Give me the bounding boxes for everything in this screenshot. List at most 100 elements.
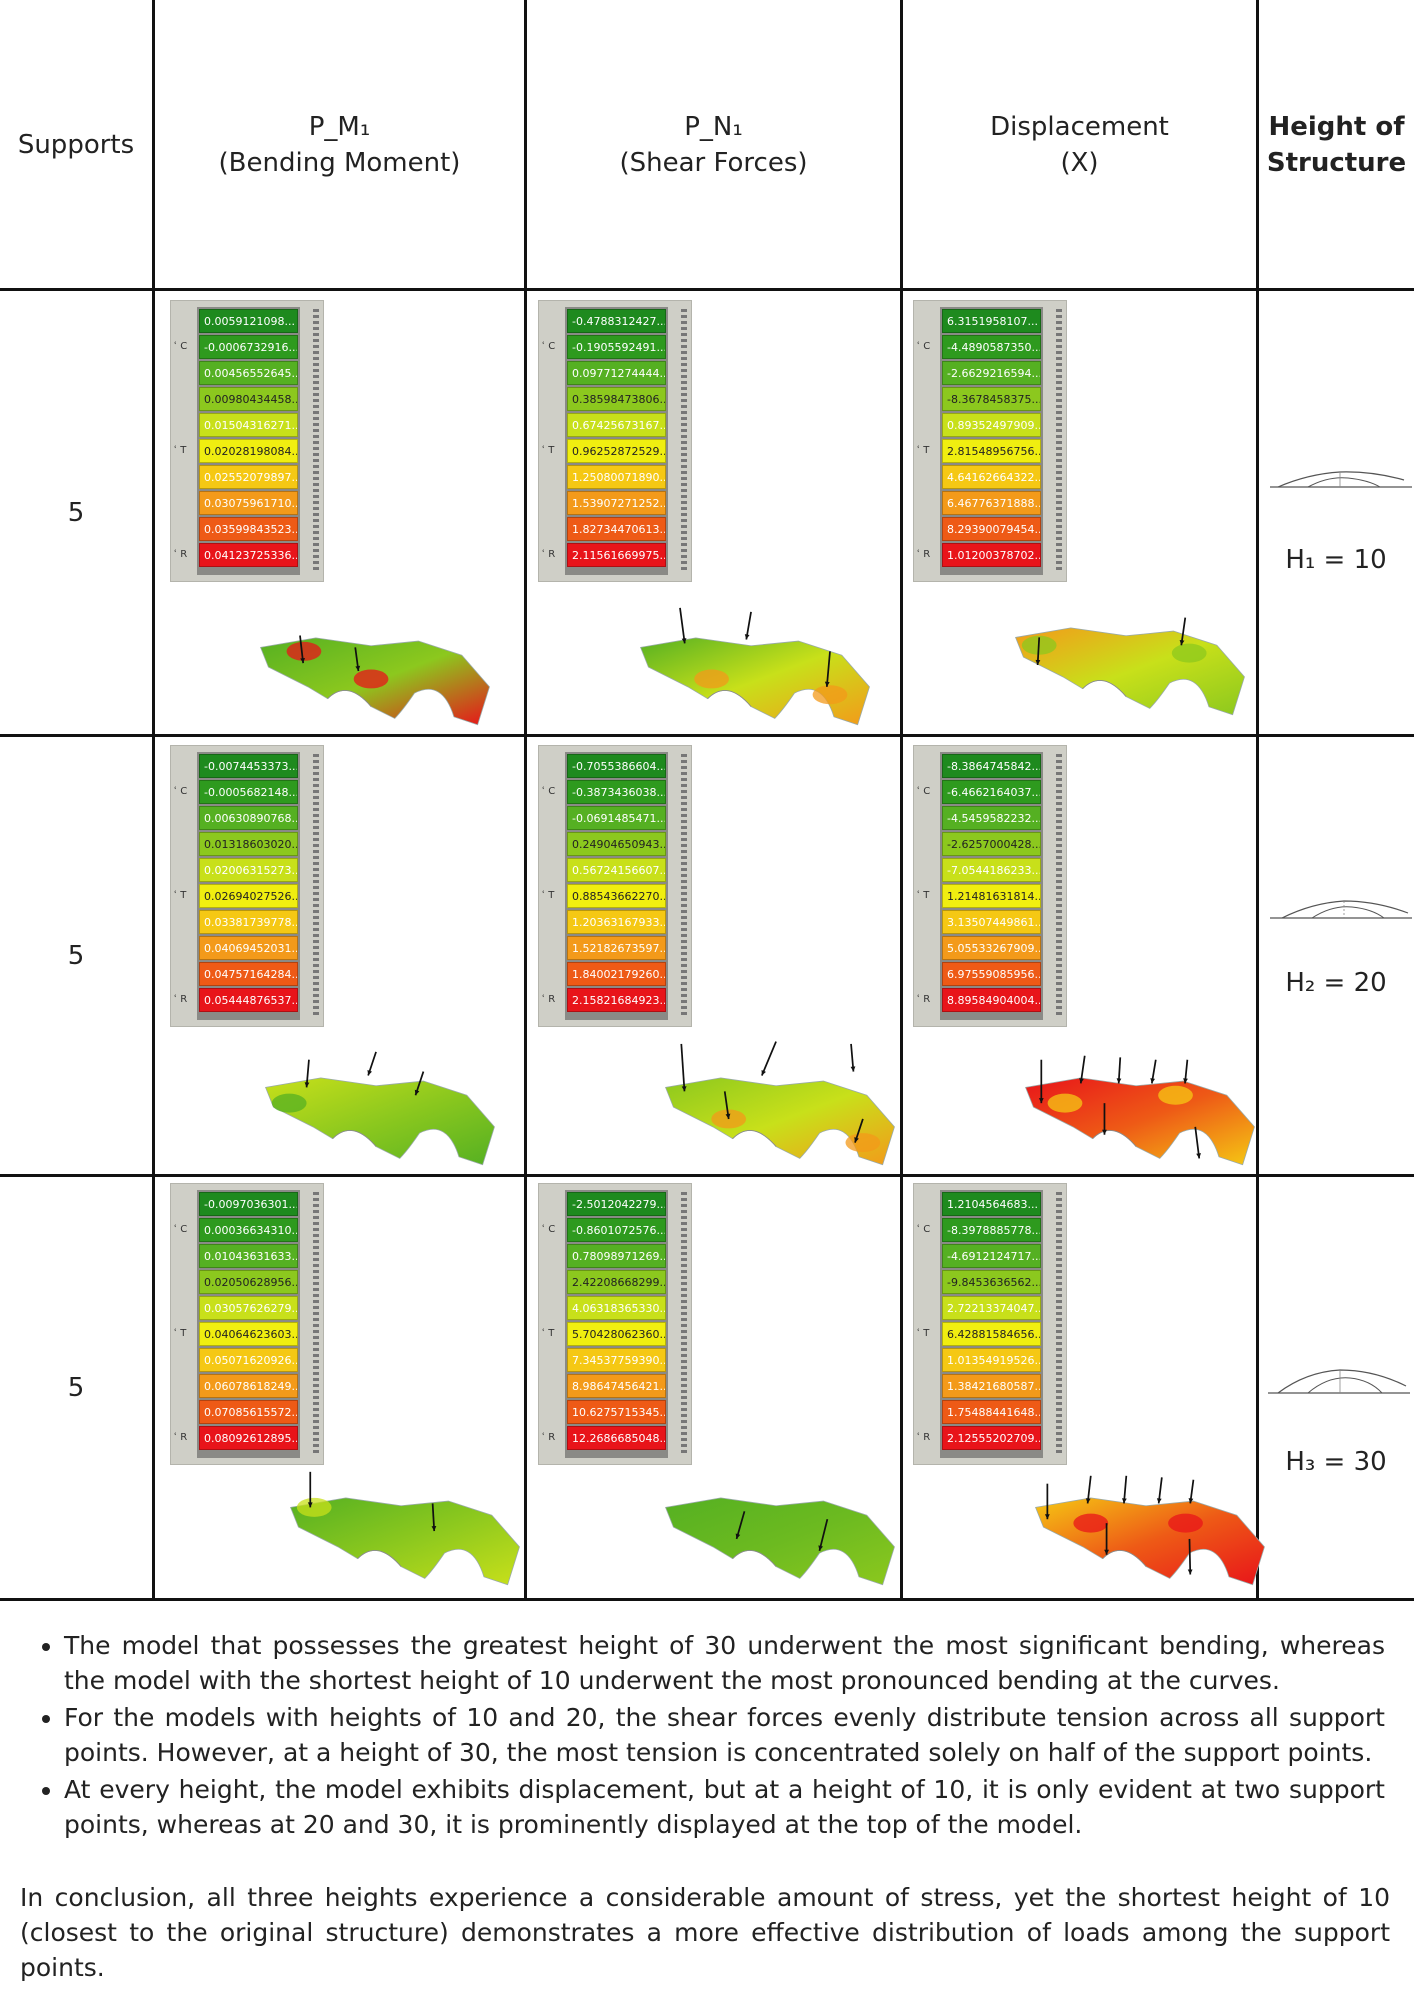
- header-displacement: Displacement (X): [903, 0, 1256, 289]
- supports-value-text: 5: [67, 1372, 85, 1403]
- table-divider: [0, 288, 1414, 291]
- legend-value: 1.25080071890...: [567, 465, 666, 489]
- legend-value: 0.02006315273...: [199, 858, 298, 882]
- legend-value: 3.13507449861...: [942, 910, 1041, 934]
- legend-swatch-column: -0.4788312427... -0.1905592491... 0.097712…: [565, 307, 668, 575]
- legend-value: -2.6629216594...: [942, 361, 1041, 385]
- legend-value: -0.0006732916...: [199, 335, 298, 359]
- legend-axis-label: ʿ T: [174, 1328, 187, 1339]
- header-supports-label: Supports: [17, 129, 135, 160]
- note-item: The model that possesses the greatest he…: [64, 1628, 1385, 1698]
- legend-value: 6.42881584656...: [942, 1322, 1041, 1346]
- legend-moment: ʿ C ʿ T ʿ R -0.0097036301... 0.00036634310..…: [170, 1183, 324, 1465]
- legend-value: 10.6275715345...: [567, 1400, 666, 1424]
- legend-value: 0.78098971269...: [567, 1244, 666, 1268]
- legend-value: 0.03381739778...: [199, 910, 298, 934]
- legend-shear: ʿ C ʿ T ʿ R -2.5012042279... -0.8601072576..…: [538, 1183, 692, 1465]
- legend-value: 0.09771274444...: [567, 361, 666, 385]
- legend-value: 8.98647456421...: [567, 1374, 666, 1398]
- legend-value: -0.0097036301...: [199, 1192, 298, 1216]
- supports-value: 5: [0, 1177, 152, 1598]
- legend-value: 0.0059121098...: [199, 309, 298, 333]
- legend-value: 0.08092612895...: [199, 1426, 298, 1450]
- legend-value: 0.00980434458...: [199, 387, 298, 411]
- legend-value: -0.4788312427...: [567, 309, 666, 333]
- legend-value: 0.56724156607...: [567, 858, 666, 882]
- table-divider: [152, 0, 155, 1600]
- legend-value: 2.11561669975...: [567, 543, 666, 567]
- legend-axis-label: ʿ C: [542, 1224, 556, 1235]
- notes-list: The model that possesses the greatest he…: [30, 1628, 1385, 1842]
- results-table: Supports P_M₁ (Bending Moment) P_N₁ (She…: [0, 0, 1414, 1601]
- legend-value: -9.8453636562...: [942, 1270, 1041, 1294]
- legend-value: 0.24904650943...: [567, 832, 666, 856]
- table-divider: [0, 734, 1414, 737]
- legend-swatch-column: -0.0097036301... 0.00036634310... 0.010436…: [197, 1190, 300, 1458]
- legend-value: 2.12555202709...: [942, 1426, 1041, 1450]
- header-disp-label: Displacement: [990, 111, 1169, 142]
- header-height: Height of Structure: [1259, 0, 1414, 289]
- legend-value: 1.21481631814...: [942, 884, 1041, 908]
- table-divider: [524, 0, 527, 1600]
- legend-value: 2.72213374047...: [942, 1296, 1041, 1320]
- legend-shear: ʿ C ʿ T ʿ R -0.7055386604... -0.3873436038..…: [538, 745, 692, 1027]
- legend-value: -7.0544186233...: [942, 858, 1041, 882]
- legend-axis-label: ʿ R: [174, 549, 188, 560]
- supports-value: 5: [0, 737, 152, 1174]
- model-surface: [639, 607, 870, 726]
- legend-value: 0.04064623603...: [199, 1322, 298, 1346]
- legend-axis-label: ʿ R: [917, 1432, 931, 1443]
- legend-axis-label: ʿ R: [917, 549, 931, 560]
- legend-value: 5.70428062360...: [567, 1322, 666, 1346]
- legend-value: 0.89352497909...: [942, 413, 1041, 437]
- legend-value: 8.89584904004...: [942, 988, 1041, 1012]
- legend-value: -0.0005682148...: [199, 780, 298, 804]
- legend-displacement: ʿ C ʿ T ʿ R -8.3864745842... -6.4662164037..…: [913, 745, 1067, 1027]
- legend-grip: [1056, 309, 1062, 573]
- legend-value: 0.05071620926...: [199, 1348, 298, 1372]
- model-surface: [259, 635, 490, 726]
- header-supports: Supports: [0, 0, 152, 289]
- table-divider: [900, 0, 903, 1600]
- legend-value: 0.00036634310...: [199, 1218, 298, 1242]
- legend-axis-label: ʿ T: [917, 1328, 930, 1339]
- legend-axis-label: ʿ C: [174, 1224, 188, 1235]
- table-divider: [1256, 0, 1259, 1600]
- legend-grip: [681, 309, 687, 573]
- legend-value: 0.02694027526...: [199, 884, 298, 908]
- legend-swatch-column: -0.0074453373... -0.0005682148... 0.006308…: [197, 752, 300, 1020]
- legend-axis-label: ʿ C: [917, 1224, 931, 1235]
- legend-value: 2.15821684923...: [567, 988, 666, 1012]
- model-surface: [1024, 1055, 1255, 1166]
- legend-value: 0.01043631633...: [199, 1244, 298, 1268]
- legend-value: 0.02028198084...: [199, 439, 298, 463]
- legend-axis-label: ʿ R: [542, 994, 556, 1005]
- notes: The model that possesses the greatest he…: [30, 1628, 1385, 1844]
- legend-value: 2.42208668299...: [567, 1270, 666, 1294]
- supports-value: 5: [0, 291, 152, 734]
- legend-value: -0.0074453373...: [199, 754, 298, 778]
- height-value: H₂ = 20: [1285, 968, 1387, 998]
- header-height-line1: Height of: [1268, 111, 1405, 142]
- legend-axis-label: ʿ T: [542, 445, 555, 456]
- legend-swatch-column: 1.2104564683... -8.3978885778... -4.691212…: [940, 1190, 1043, 1458]
- legend-value: -4.6912124717...: [942, 1244, 1041, 1268]
- legend-value: 0.03075961710...: [199, 491, 298, 515]
- legend-axis-label: ʿ C: [542, 341, 556, 352]
- legend-value: -0.7055386604...: [567, 754, 666, 778]
- legend-value: -6.4662164037...: [942, 780, 1041, 804]
- legend-value: 0.04069452031...: [199, 936, 298, 960]
- model-surface: [1014, 617, 1245, 716]
- header-pm1-label: P_M₁: [308, 111, 371, 142]
- conclusion: In conclusion, all three heights experie…: [20, 1883, 1390, 1982]
- header-pn1-subtitle: (Shear Forces): [619, 147, 808, 178]
- legend-swatch-column: 0.0059121098... -0.0006732916... 0.0045655…: [197, 307, 300, 575]
- model-surface: [289, 1471, 520, 1586]
- legend-value: 0.06078618249...: [199, 1374, 298, 1398]
- legend-axis-label: ʿ R: [174, 1432, 188, 1443]
- header-pn1-label: P_N₁: [684, 111, 743, 142]
- legend-value: -8.3864745842...: [942, 754, 1041, 778]
- legend-axis-label: ʿ T: [917, 890, 930, 901]
- legend-value: 4.64162664322...: [942, 465, 1041, 489]
- legend-value: -2.6257000428...: [942, 832, 1041, 856]
